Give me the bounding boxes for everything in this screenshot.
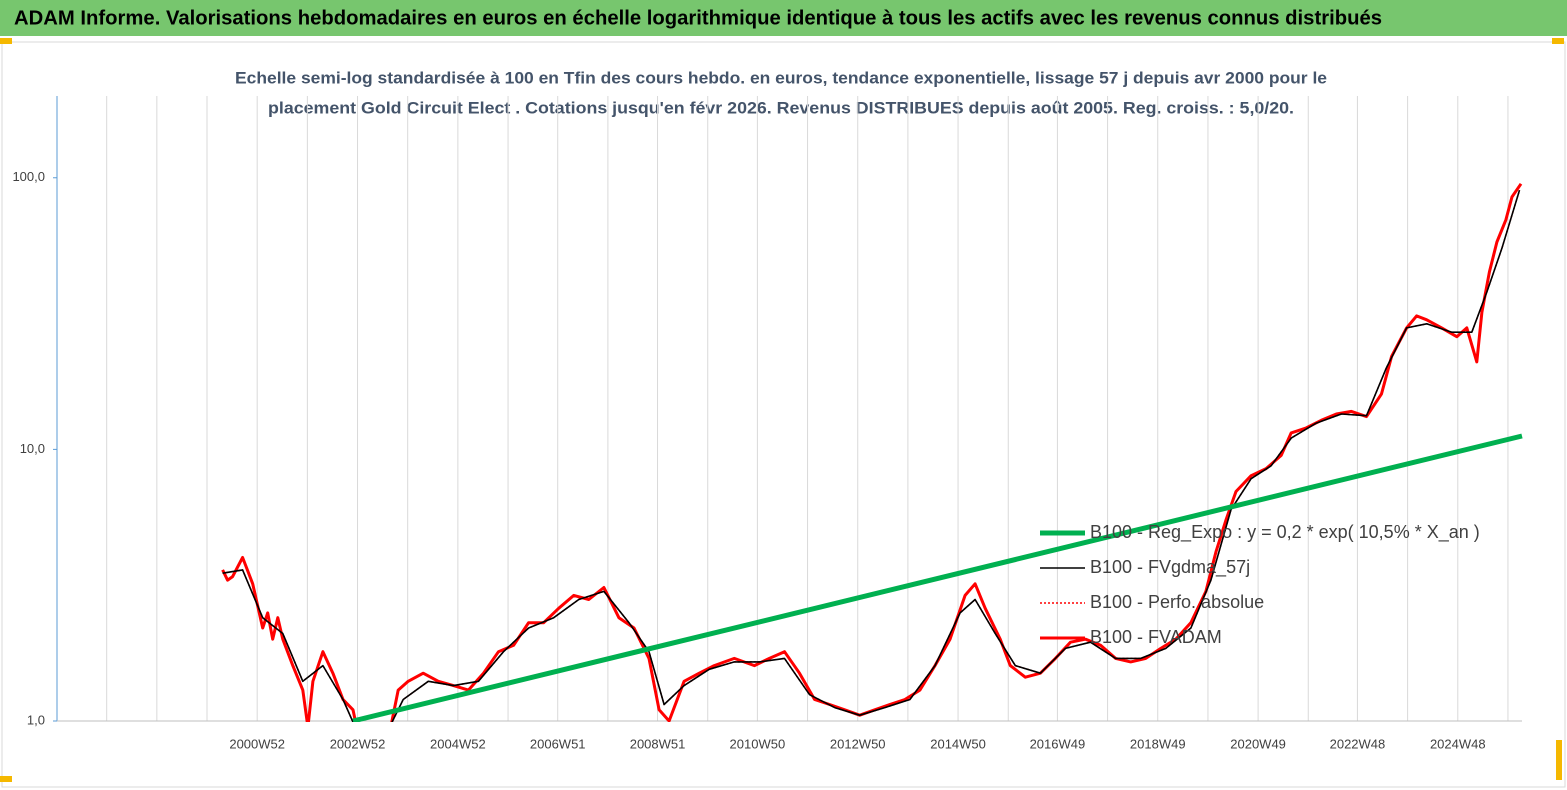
x-tick-label: 2010W50	[730, 736, 786, 751]
series-line	[352, 433, 1523, 722]
x-tick-label: 2006W51	[530, 736, 586, 751]
y-tick-label: 10,0	[20, 441, 45, 456]
x-tick-label: 2020W49	[1230, 736, 1286, 751]
x-tick-label: 2022W48	[1330, 736, 1386, 751]
subtitle: placement Gold Circuit Elect . Cotations…	[268, 98, 1294, 117]
x-tick-label: 2008W51	[630, 736, 686, 751]
x-tick-label: 2002W52	[330, 736, 386, 751]
plot	[221, 182, 1523, 722]
series-line	[221, 182, 1523, 722]
corner	[0, 38, 12, 44]
series-line	[222, 189, 1521, 722]
x-tick-label: 2018W49	[1130, 736, 1186, 751]
chart-border	[1, 41, 1566, 788]
separator	[0, 36, 1567, 39]
x-tick-label: 2014W50	[930, 736, 986, 751]
series-line	[222, 189, 1521, 722]
x-tick-label: 2012W50	[830, 736, 886, 751]
grid	[106, 96, 1509, 721]
legend-label: B100 - FVgdma_57j	[1090, 557, 1250, 578]
y-tick-label: 100,0	[12, 169, 45, 184]
x-tick-label: 2004W52	[430, 736, 486, 751]
corner	[1556, 740, 1562, 780]
x-tick-label: 2000W52	[229, 736, 285, 751]
legend-label: B100 - Perfo. absolue	[1090, 592, 1264, 612]
subtitle: Echelle semi-log standardisée à 100 en T…	[235, 68, 1327, 87]
x-tick-label: 2024W48	[1430, 736, 1486, 751]
x-tick-label: 2016W49	[1030, 736, 1086, 751]
legend-label: B100 - FVADAM	[1090, 627, 1222, 647]
corner	[0, 776, 12, 782]
corner	[1552, 38, 1564, 44]
y-tick-label: 1,0	[27, 712, 45, 727]
chart-title: ADAM Informe. Valorisations hebdomadaire…	[14, 7, 1382, 29]
legend-label: B100 - Reg_Expo : y = 0,2 * exp( 10,5% *…	[1090, 522, 1480, 543]
title-bar	[0, 0, 1567, 36]
